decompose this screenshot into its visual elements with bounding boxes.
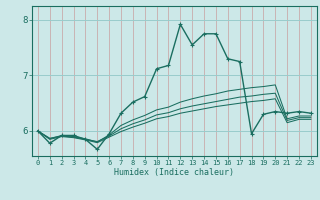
X-axis label: Humidex (Indice chaleur): Humidex (Indice chaleur) — [115, 168, 234, 177]
